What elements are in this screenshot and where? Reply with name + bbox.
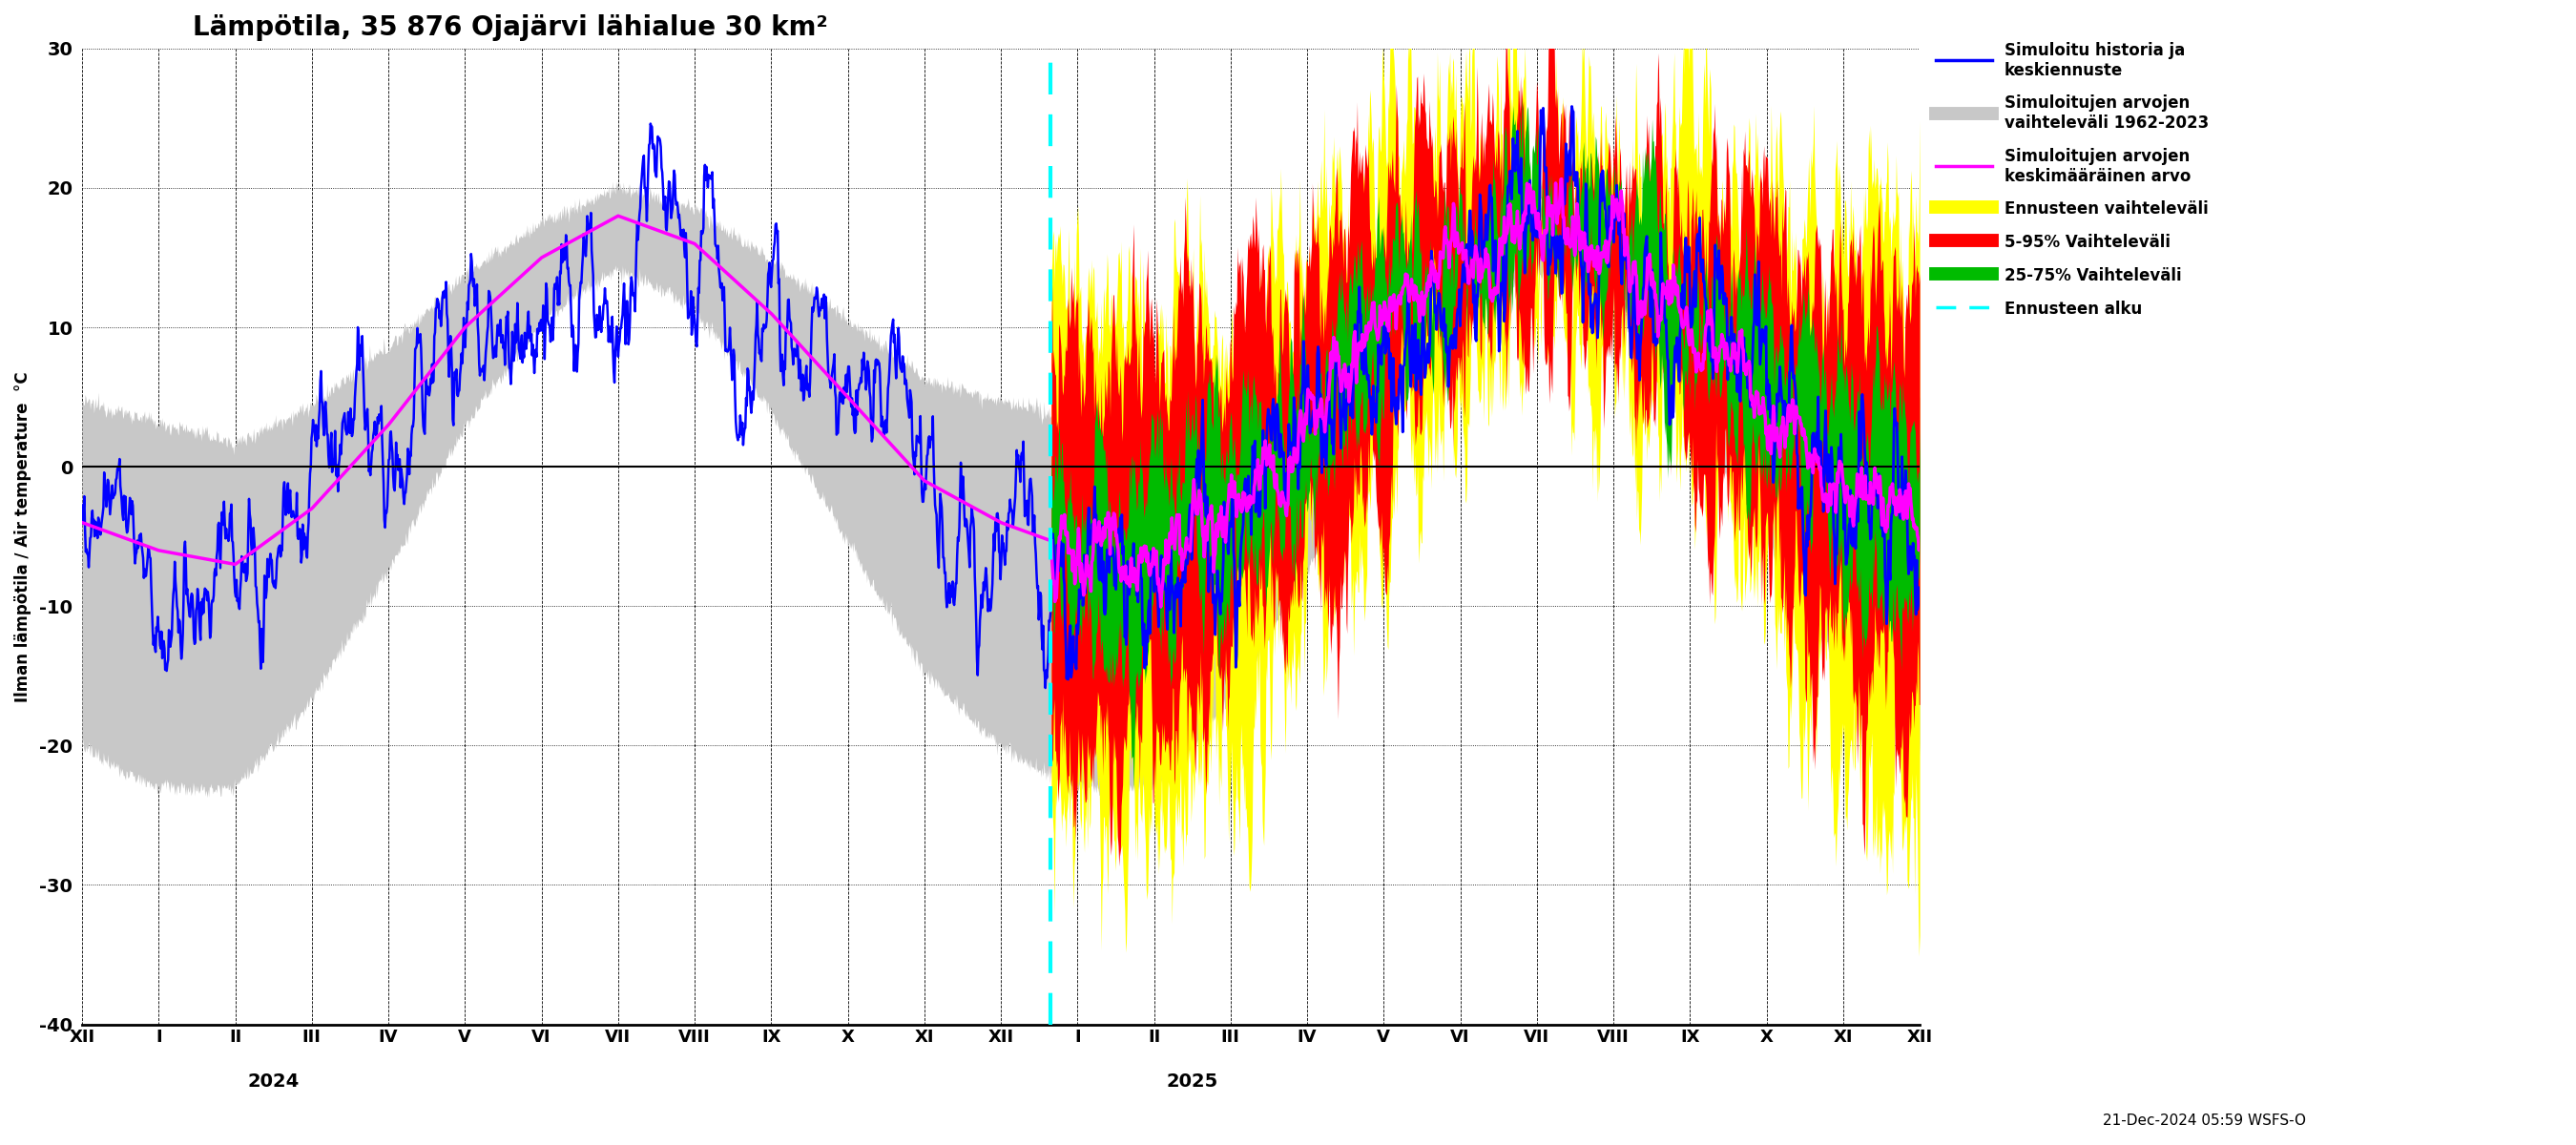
Text: 2025: 2025 [1167, 1073, 1218, 1091]
Text: 21-Dec-2024 05:59 WSFS-O: 21-Dec-2024 05:59 WSFS-O [2102, 1113, 2306, 1128]
Y-axis label: Ilman lämpötila / Air temperature  °C: Ilman lämpötila / Air temperature °C [15, 371, 31, 702]
Text: 2024: 2024 [247, 1073, 299, 1091]
Legend: Simuloitu historia ja
keskiennuste, Simuloitujen arvojen
vaihteleväli 1962-2023,: Simuloitu historia ja keskiennuste, Simu… [1932, 37, 2213, 323]
Text: Lämpötila, 35 876 Ojajärvi lähialue 30 km²: Lämpötila, 35 876 Ojajärvi lähialue 30 k… [193, 14, 827, 41]
